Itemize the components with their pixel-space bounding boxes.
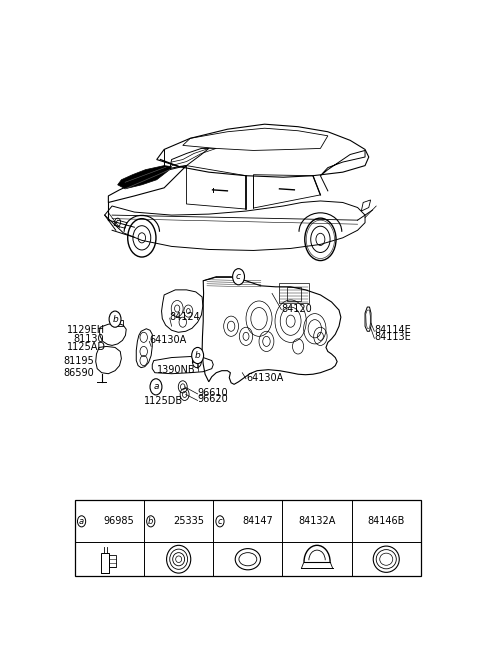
Text: 81130: 81130 xyxy=(73,334,104,344)
Text: 84147: 84147 xyxy=(242,516,273,526)
Circle shape xyxy=(150,379,162,395)
Polygon shape xyxy=(118,165,172,189)
Text: 84132A: 84132A xyxy=(299,516,336,526)
Text: a: a xyxy=(153,382,159,392)
Text: 84124: 84124 xyxy=(170,312,201,322)
Text: 1125AD: 1125AD xyxy=(67,342,107,352)
Circle shape xyxy=(77,516,85,527)
Text: 96620: 96620 xyxy=(198,394,228,405)
Bar xyxy=(117,320,123,326)
Circle shape xyxy=(216,516,224,527)
Bar xyxy=(287,287,301,301)
Text: 84146B: 84146B xyxy=(368,516,405,526)
Text: 25335: 25335 xyxy=(173,516,204,526)
Text: b: b xyxy=(195,351,201,360)
Text: a: a xyxy=(79,517,84,526)
Circle shape xyxy=(192,348,204,363)
Text: b: b xyxy=(112,315,118,323)
Text: 84113E: 84113E xyxy=(374,333,411,342)
Text: c: c xyxy=(217,517,222,526)
Text: 81195: 81195 xyxy=(64,356,95,365)
Text: 1129EH: 1129EH xyxy=(67,325,106,335)
Bar xyxy=(279,283,309,304)
Text: 64130A: 64130A xyxy=(246,373,283,382)
Text: 1390NB: 1390NB xyxy=(157,365,196,375)
Circle shape xyxy=(147,516,155,527)
Text: 86590: 86590 xyxy=(64,368,95,378)
Text: 96610: 96610 xyxy=(198,388,228,398)
Text: b: b xyxy=(148,517,154,526)
Text: 84114E: 84114E xyxy=(374,325,411,335)
Circle shape xyxy=(233,269,244,285)
Bar xyxy=(75,501,421,576)
Text: 64130A: 64130A xyxy=(149,335,187,345)
Text: 96985: 96985 xyxy=(104,516,134,526)
Text: c: c xyxy=(236,272,241,281)
Bar xyxy=(101,553,109,573)
Circle shape xyxy=(109,311,121,327)
Text: 1125DB: 1125DB xyxy=(144,396,183,406)
Bar xyxy=(109,555,116,567)
Text: 84120: 84120 xyxy=(281,304,312,314)
